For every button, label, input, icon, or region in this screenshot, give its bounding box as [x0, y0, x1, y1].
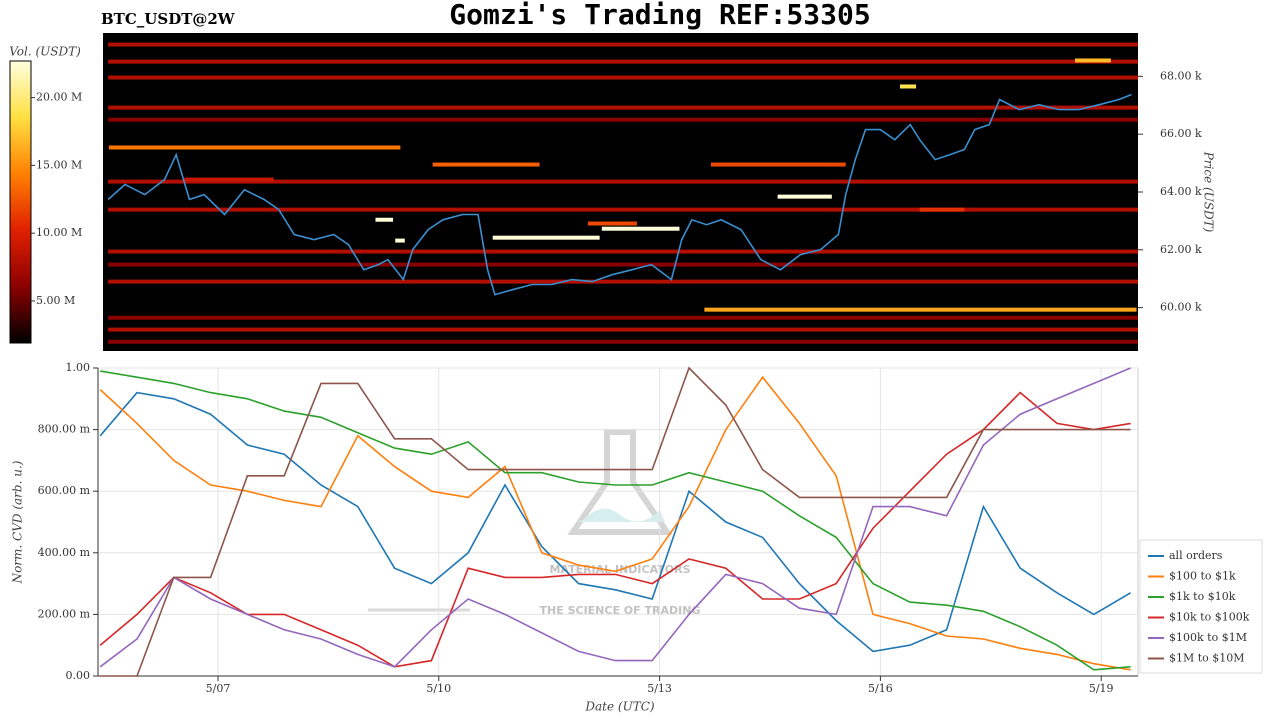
price-line [107, 93, 1132, 296]
colorbar-tick-label: 20.00 M [36, 91, 82, 104]
liquidity-level [184, 177, 274, 182]
y-tick-label: 600.00 m [38, 484, 91, 497]
liquidity-level [108, 279, 1138, 284]
y-tick-label: 400.00 m [38, 546, 91, 559]
legend-label: $100 to $1k [1169, 570, 1236, 583]
liquidity-level [777, 194, 832, 199]
liquidity-level [108, 117, 1138, 122]
y-tick-label: 200.00 m [38, 607, 91, 620]
y-tick-label: 68.00 k [1160, 69, 1202, 82]
liquidity-level [587, 221, 637, 226]
y-tick-label: 62.00 k [1160, 243, 1202, 256]
liquidity-level [108, 42, 1138, 47]
liquidity-level [710, 162, 846, 167]
y-tick-label: 0.00 [66, 669, 91, 682]
legend-label: $10k to $100k [1169, 611, 1250, 624]
colorbar-tick-label: 15.00 M [36, 158, 82, 171]
colorbar-label: Vol. (USDT) [9, 45, 81, 59]
colorbar [9, 60, 32, 344]
x-tick-label: 5/16 [868, 682, 893, 695]
y-tick-label: 64.00 k [1160, 185, 1202, 198]
liquidity-level [919, 207, 965, 212]
colorbar-tick-label: 5.00 M [36, 294, 75, 307]
chart-subtitle: BTC_USDT@2W [101, 10, 236, 28]
y-axis-label: Price (USDT) [1202, 151, 1216, 233]
series-line [99, 367, 1131, 668]
x-tick-label: 5/10 [426, 682, 451, 695]
y-tick-label: 1.00 [66, 361, 91, 374]
liquidity-level [704, 307, 1137, 312]
liquidity-level [108, 75, 1138, 80]
liquidity-level [899, 84, 917, 89]
liquidity-level [1075, 58, 1111, 63]
legend-label: all orders [1169, 549, 1223, 562]
chart-title: Gomzi's Trading REF:53305 [449, 0, 870, 31]
liquidity-level [108, 145, 401, 150]
y-axis-label: Norm. CVD (arb. u.) [11, 460, 25, 584]
series-line [99, 391, 1132, 653]
x-axis-label: Date (UTC) [584, 700, 654, 714]
x-tick-label: 5/13 [647, 682, 672, 695]
legend-label: $1M to $10M [1169, 652, 1245, 665]
liquidity-level [108, 105, 1138, 110]
heatmap-background [103, 33, 1138, 351]
colorbar-tick-label: 10.00 M [36, 226, 82, 239]
series-line [100, 370, 1131, 671]
liquidity-level [108, 249, 1138, 254]
y-tick-label: 800.00 m [38, 423, 91, 436]
series-line [99, 391, 1131, 668]
liquidity-level [108, 179, 1138, 184]
watermark-icon [368, 429, 673, 612]
liquidity-level [108, 339, 1138, 344]
liquidity-level [601, 226, 680, 231]
liquidity-level [108, 59, 1138, 64]
legend-box [1139, 539, 1263, 674]
watermark-subtitle: THE SCIENCE OF TRADING [540, 604, 701, 617]
y-tick-label: 66.00 k [1160, 127, 1202, 140]
series-line [99, 375, 1131, 671]
liquidity-level [108, 327, 1138, 332]
liquidity-level [395, 238, 405, 243]
liquidity-level [108, 262, 1138, 267]
liquidity-level [432, 162, 540, 167]
liquidity-level [108, 315, 1138, 320]
x-tick-label: 5/07 [206, 682, 231, 695]
liquidity-level [492, 235, 600, 240]
liquidity-level [108, 207, 1138, 212]
y-tick-label: 60.00 k [1160, 301, 1202, 314]
legend-label: $100k to $1M [1169, 631, 1247, 644]
legend-label: $1k to $10k [1169, 590, 1236, 603]
series-line [100, 366, 1131, 677]
x-tick-label: 5/19 [1089, 682, 1114, 695]
liquidity-level [375, 217, 394, 222]
